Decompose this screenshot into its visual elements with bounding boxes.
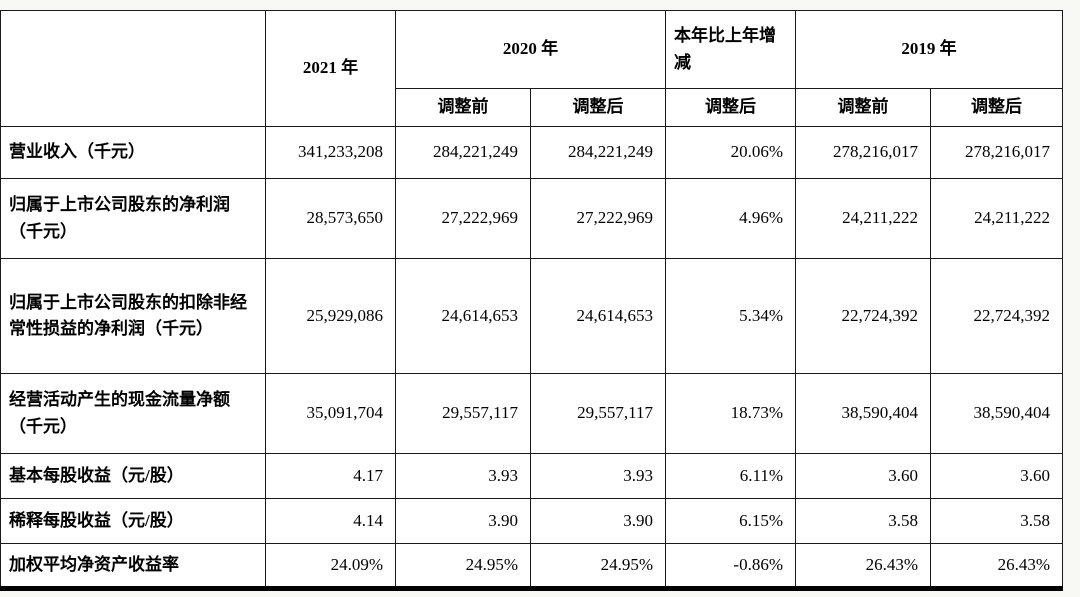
- row-label: 归属于上市公司股东的扣除非经常性损益的净利润（千元）: [0, 258, 266, 374]
- cell-2020-adj-pre: 3.93: [395, 453, 531, 499]
- cell-2021: 4.17: [265, 453, 396, 499]
- cell-2019-adj-pre: 3.60: [795, 453, 931, 499]
- cell-2019-adj-post: 278,216,017: [930, 126, 1063, 179]
- cell-2021: 4.14: [265, 498, 396, 544]
- cell-2021: 35,091,704: [265, 373, 396, 454]
- table-row-net-profit: 归属于上市公司股东的净利润（千元） 28,573,650 27,222,969 …: [0, 178, 1063, 259]
- cell-2021: 28,573,650: [265, 178, 396, 259]
- table-row-diluted-eps: 稀释每股收益（元/股） 4.14 3.90 3.90 6.15% 3.58 3.…: [0, 498, 1063, 544]
- header-empty-cell: [0, 10, 266, 127]
- header-year-2021: 2021 年: [265, 10, 396, 127]
- table-row-basic-eps: 基本每股收益（元/股） 4.17 3.93 3.93 6.11% 3.60 3.…: [0, 453, 1063, 499]
- cell-2021: 25,929,086: [265, 258, 396, 374]
- cell-yoy-change: 18.73%: [665, 373, 796, 454]
- row-label: 经营活动产生的现金流量净额（千元）: [0, 373, 266, 454]
- row-label: 基本每股收益（元/股）: [0, 453, 266, 499]
- cell-2020-adj-post: 24,614,653: [530, 258, 666, 374]
- header-row-years: 2021 年 2020 年 本年比上年增减 2019 年: [0, 10, 1063, 127]
- header-yoy-change: 本年比上年增减: [665, 10, 796, 89]
- cell-yoy-change: 6.15%: [665, 498, 796, 544]
- cell-2020-adj-post: 3.93: [530, 453, 666, 499]
- cell-2019-adj-post: 38,590,404: [930, 373, 1063, 454]
- cell-2021: 341,233,208: [265, 126, 396, 179]
- header-year-2019: 2019 年: [795, 10, 1063, 89]
- cell-yoy-change: -0.86%: [665, 543, 796, 589]
- cell-2019-adj-pre: 22,724,392: [795, 258, 931, 374]
- cell-2020-adj-pre: 29,557,117: [395, 373, 531, 454]
- cell-2019-adj-pre: 38,590,404: [795, 373, 931, 454]
- financial-summary-table: 2021 年 2020 年 本年比上年增减 2019 年 调整前 调整后 调整后…: [0, 10, 1063, 591]
- table-row-weighted-avg-roe: 加权平均净资产收益率 24.09% 24.95% 24.95% -0.86% 2…: [0, 543, 1063, 589]
- subheader-2020-post: 调整后: [530, 88, 666, 127]
- cell-2020-adj-post: 24.95%: [530, 543, 666, 589]
- cell-2019-adj-pre: 3.58: [795, 498, 931, 544]
- cell-2019-adj-post: 3.60: [930, 453, 1063, 499]
- table-row-net-profit-deducted: 归属于上市公司股东的扣除非经常性损益的净利润（千元） 25,929,086 24…: [0, 258, 1063, 374]
- header-year-2020: 2020 年: [395, 10, 666, 89]
- cell-2020-adj-post: 284,221,249: [530, 126, 666, 179]
- cell-2021: 24.09%: [265, 543, 396, 589]
- cell-2019-adj-post: 26.43%: [930, 543, 1063, 589]
- table-row-operating-cash-flow: 经营活动产生的现金流量净额（千元） 35,091,704 29,557,117 …: [0, 373, 1063, 454]
- cell-2020-adj-pre: 24.95%: [395, 543, 531, 589]
- cell-2019-adj-post: 3.58: [930, 498, 1063, 544]
- cell-yoy-change: 5.34%: [665, 258, 796, 374]
- cell-yoy-change: 4.96%: [665, 178, 796, 259]
- cell-2019-adj-pre: 278,216,017: [795, 126, 931, 179]
- subheader-2020-pre: 调整前: [395, 88, 531, 127]
- cell-2020-adj-pre: 3.90: [395, 498, 531, 544]
- cell-2020-adj-post: 29,557,117: [530, 373, 666, 454]
- cell-2020-adj-post: 27,222,969: [530, 178, 666, 259]
- subheader-2019-post: 调整后: [930, 88, 1063, 127]
- row-label: 归属于上市公司股东的净利润（千元）: [0, 178, 266, 259]
- cell-2019-adj-post: 24,211,222: [930, 178, 1063, 259]
- cell-2019-adj-pre: 26.43%: [795, 543, 931, 589]
- row-label: 稀释每股收益（元/股）: [0, 498, 266, 544]
- cell-yoy-change: 6.11%: [665, 453, 796, 499]
- row-label: 加权平均净资产收益率: [0, 543, 266, 589]
- subheader-2019-pre: 调整前: [795, 88, 931, 127]
- cell-yoy-change: 20.06%: [665, 126, 796, 179]
- cell-2020-adj-pre: 284,221,249: [395, 126, 531, 179]
- header-row-adjust: 调整前 调整后 调整后 调整前 调整后: [1, 88, 1063, 127]
- row-label: 营业收入（千元）: [0, 126, 266, 179]
- subheader-change-post: 调整后: [665, 88, 796, 127]
- table-row-revenue: 营业收入（千元） 341,233,208 284,221,249 284,221…: [0, 126, 1063, 179]
- cell-2020-adj-pre: 24,614,653: [395, 258, 531, 374]
- cell-2019-adj-pre: 24,211,222: [795, 178, 931, 259]
- cell-2020-adj-pre: 27,222,969: [395, 178, 531, 259]
- cell-2019-adj-post: 22,724,392: [930, 258, 1063, 374]
- cell-2020-adj-post: 3.90: [530, 498, 666, 544]
